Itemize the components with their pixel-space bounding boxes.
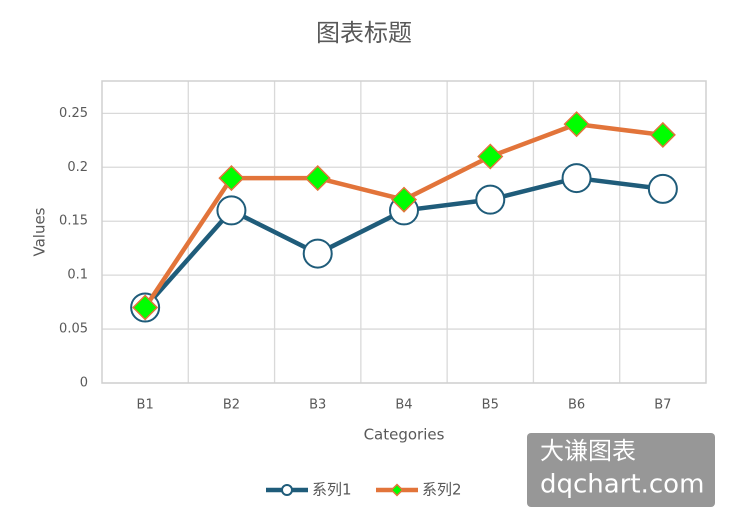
- watermark: dqchart.com: [540, 470, 704, 500]
- chart-title: 图表标题: [316, 19, 412, 47]
- marker: [647, 173, 678, 204]
- y-axis-label: Values: [31, 207, 49, 256]
- x-tick-label: B4: [395, 398, 412, 413]
- marker: [477, 143, 504, 170]
- marker: [216, 195, 247, 226]
- watermark: 大谦图表: [540, 437, 636, 465]
- marker: [390, 483, 404, 497]
- plot-border: [101, 80, 707, 384]
- x-axis-label: Categories: [364, 426, 445, 444]
- marker: [390, 186, 418, 213]
- x-tick-label: B1: [137, 398, 154, 413]
- y-tick-label: 0.2: [67, 160, 88, 175]
- marker: [281, 484, 293, 496]
- y-tick-label: 0.05: [59, 322, 88, 337]
- marker: [561, 163, 592, 194]
- y-tick-label: 0.25: [59, 106, 88, 121]
- y-tick-label: 0.15: [59, 214, 88, 229]
- x-tick-label: B3: [309, 398, 326, 413]
- x-tick-label: B7: [654, 398, 671, 413]
- legend-label: 系列1: [312, 481, 352, 499]
- x-tick-label: B6: [568, 398, 585, 413]
- marker: [475, 184, 506, 215]
- marker: [649, 121, 676, 148]
- y-tick-label: 0.1: [67, 268, 88, 283]
- marker: [132, 294, 159, 321]
- marker: [302, 238, 333, 269]
- marker: [563, 111, 590, 138]
- y-tick-label: 0: [80, 376, 88, 391]
- legend-label: 系列2: [422, 481, 462, 499]
- x-tick-label: B5: [482, 398, 499, 413]
- x-tick-label: B2: [223, 398, 240, 413]
- marker: [304, 165, 331, 192]
- watermark-box: [527, 433, 715, 507]
- marker: [218, 165, 245, 192]
